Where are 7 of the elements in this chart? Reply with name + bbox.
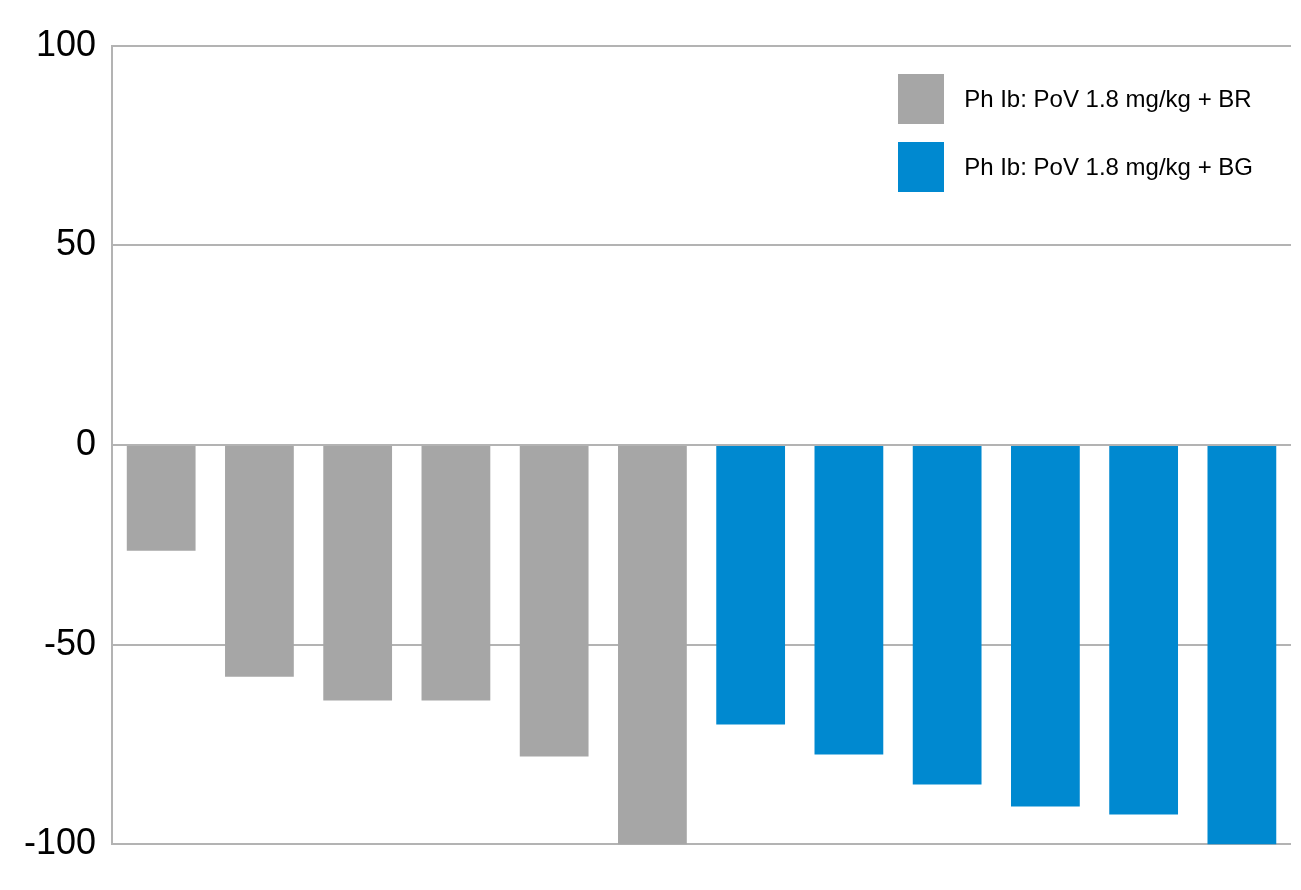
legend-label: Ph Ib: PoV 1.8 mg/kg + BG xyxy=(964,153,1253,181)
y-tick-label: 0 xyxy=(76,421,97,463)
y-tick-label: -100 xyxy=(23,821,97,863)
y-tick-label: 100 xyxy=(35,22,97,64)
legend-label: Ph Ib: PoV 1.8 mg/kg + BR xyxy=(964,85,1252,113)
y-tick-label: -50 xyxy=(44,621,97,663)
y-tick-label: 50 xyxy=(56,222,97,264)
